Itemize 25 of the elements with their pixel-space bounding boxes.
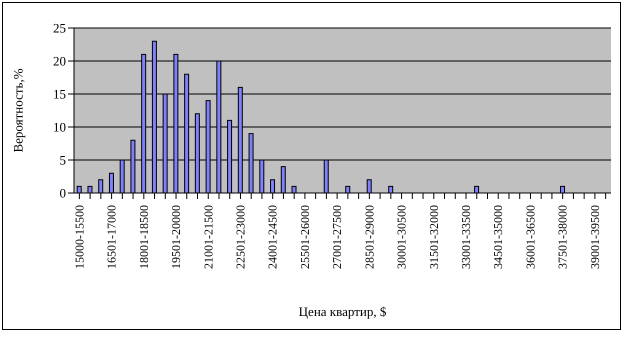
x-tick-label: 27001-27500 <box>330 205 344 269</box>
x-tick-label: 22501-23000 <box>233 205 248 269</box>
x-tick-label: 19501-20000 <box>169 205 184 269</box>
x-tick-label: 33001-33500 <box>459 205 474 269</box>
x-tick-label: 39001-39500 <box>588 205 602 269</box>
x-tick-label: 31501-32000 <box>426 205 441 269</box>
y-tick-label: 25 <box>53 20 66 36</box>
x-tick-label: 16501-17000 <box>104 205 119 269</box>
x-tick-label: 15000-15500 <box>72 205 86 269</box>
x-tick-label: 24001-24500 <box>266 205 280 269</box>
x-tick-label: 36001-36500 <box>523 205 538 269</box>
x-tick-label: 25501-26000 <box>298 205 312 269</box>
y-tick-label: 0 <box>60 186 66 201</box>
y-tick-label: 10 <box>53 120 66 135</box>
x-tick-label: 34501-35000 <box>491 205 506 269</box>
x-axis-title: Цена квартир, $ <box>298 304 387 319</box>
y-axis-title: Вероятность,% <box>10 68 26 153</box>
x-tick-label: 18001-18500 <box>136 205 151 269</box>
y-tick-label: 15 <box>53 86 66 102</box>
x-tick-label: 28501-29000 <box>362 205 376 269</box>
x-tick-label: 30001-30500 <box>394 205 409 269</box>
y-tick-label: 5 <box>60 152 66 168</box>
x-tick-label: 37501-38000 <box>556 205 570 269</box>
x-tick-label: 21001-21500 <box>201 205 216 269</box>
y-tick-label: 20 <box>53 54 66 69</box>
